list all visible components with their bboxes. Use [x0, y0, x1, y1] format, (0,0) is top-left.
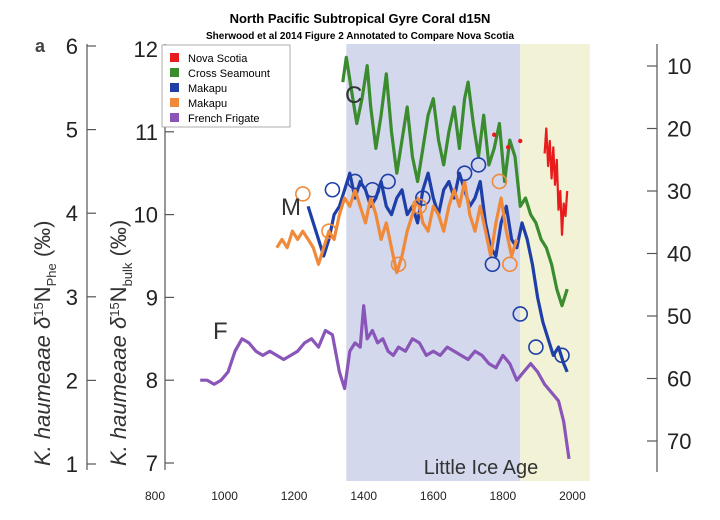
inner-left-axis-ticks: 7 8 9 10 11 12: [134, 37, 174, 476]
legend-label-makapu-orange: Makapu: [188, 98, 227, 110]
inner-tick-label-9: 9: [146, 285, 158, 310]
series-label-cross-seamount: C: [345, 82, 362, 109]
nova-scotia-point-2: [518, 138, 523, 144]
x-tick-label-1200: 1200: [281, 489, 308, 503]
open-circle-orange-5: [502, 256, 518, 273]
x-tick-label-800: 800: [145, 489, 165, 503]
open-circle-blue-7: [484, 256, 501, 273]
x-tick-label-1800: 1800: [490, 489, 517, 503]
nova-scotia-point-1: [505, 145, 511, 150]
right-tick-label-70: 70: [667, 429, 691, 454]
legend-label-cross-seamount: Cross Seamount: [188, 68, 270, 80]
little-ice-age-label: Little Ice Age: [424, 457, 539, 479]
series-layer: [200, 55, 571, 460]
x-tick-label-1400: 1400: [350, 489, 377, 503]
x-axis-ticks: 800 1000 1200 1400 1600 1800 2000: [145, 489, 586, 503]
outer-tick-label-1: 1: [66, 452, 78, 477]
legend-label-makapu-blue: Makapu: [188, 83, 227, 95]
open-circle-orange-2: [390, 256, 407, 273]
series-line-french-frigate: [200, 304, 571, 460]
nova-scotia-point-0: [491, 132, 497, 137]
inner-tick-label-7: 7: [146, 451, 158, 476]
right-axis-ticks: 10 20 30 40 50 60 70: [647, 54, 691, 454]
legend-label-french-frigate: French Frigate: [188, 113, 260, 125]
outer-left-axis-ticks: 1 2 3 4 5 6: [66, 34, 96, 477]
outer-left-axis-title: K. haumeaae δ15NPhe (‰): [30, 221, 59, 466]
inner-left-axis-title: K. haumeaae δ15Nbulk (‰): [106, 220, 135, 466]
open-circle-blue-4: [415, 190, 431, 206]
shaded-region-little-ice-age: [346, 44, 521, 481]
series-line-makapu-orange: [275, 179, 519, 275]
outer-tick-label-4: 4: [66, 201, 78, 226]
open-circle-blue-2: [364, 181, 381, 198]
open-circle-orange-4: [491, 173, 508, 190]
outer-tick-label-5: 5: [66, 118, 78, 143]
outer-tick-label-6: 6: [66, 34, 78, 59]
inner-tick-label-8: 8: [146, 368, 158, 393]
open-circle-blue-9: [528, 339, 544, 355]
series-line-nova-scotia: [543, 127, 569, 236]
inner-tick-label-10: 10: [134, 203, 158, 228]
legend: Nova Scotia Cross Seamount Makapu Makapu…: [161, 44, 291, 128]
legend-box: [161, 44, 291, 128]
legend-label-nova-scotia: Nova Scotia: [188, 53, 248, 65]
right-tick-label-30: 30: [667, 179, 691, 204]
open-circle-blue-5: [456, 165, 473, 181]
legend-swatch-nova-scotia: [170, 53, 179, 62]
outer-tick-label-3: 3: [66, 285, 78, 310]
right-tick-label-50: 50: [667, 304, 691, 329]
open-circle-blue-10: [554, 347, 570, 364]
series-label-makapu: M: [281, 194, 301, 221]
outer-tick-label-2: 2: [66, 368, 78, 393]
chart-subtitle: Sherwood et al 2014 Figure 2 Annotated t…: [206, 31, 514, 42]
shaded-regions: [346, 44, 590, 481]
chart-title: North Pacific Subtropical Gyre Coral d15…: [230, 11, 491, 26]
legend-swatch-french-frigate: [170, 113, 179, 122]
inner-tick-label-12: 12: [134, 37, 158, 62]
right-tick-label-20: 20: [667, 117, 691, 142]
open-circle-orange-0: [295, 186, 311, 202]
panel-letter: a: [35, 36, 46, 56]
series-line-cross-seamount: [341, 55, 569, 308]
series-label-french-frigate: F: [213, 318, 228, 345]
open-circle-blue-3: [380, 173, 396, 190]
open-circle-layer: [295, 132, 570, 364]
open-circle-orange-1: [321, 223, 337, 239]
right-tick-label-10: 10: [667, 54, 691, 79]
x-tick-label-2000: 2000: [559, 489, 586, 503]
open-circle-orange-3: [411, 198, 428, 215]
open-circle-blue-1: [347, 173, 363, 190]
x-tick-label-1000: 1000: [211, 489, 238, 503]
open-circle-blue-8: [512, 306, 529, 322]
legend-swatch-makapu-orange: [170, 98, 179, 107]
x-tick-label-1600: 1600: [420, 489, 447, 503]
right-tick-label-40: 40: [667, 242, 691, 267]
legend-swatch-cross-seamount: [170, 68, 179, 77]
open-circle-blue-0: [324, 181, 341, 198]
right-tick-label-60: 60: [667, 367, 691, 392]
inner-tick-label-11: 11: [135, 120, 158, 145]
open-circle-blue-6: [470, 157, 487, 173]
legend-swatch-makapu-blue: [170, 83, 179, 92]
